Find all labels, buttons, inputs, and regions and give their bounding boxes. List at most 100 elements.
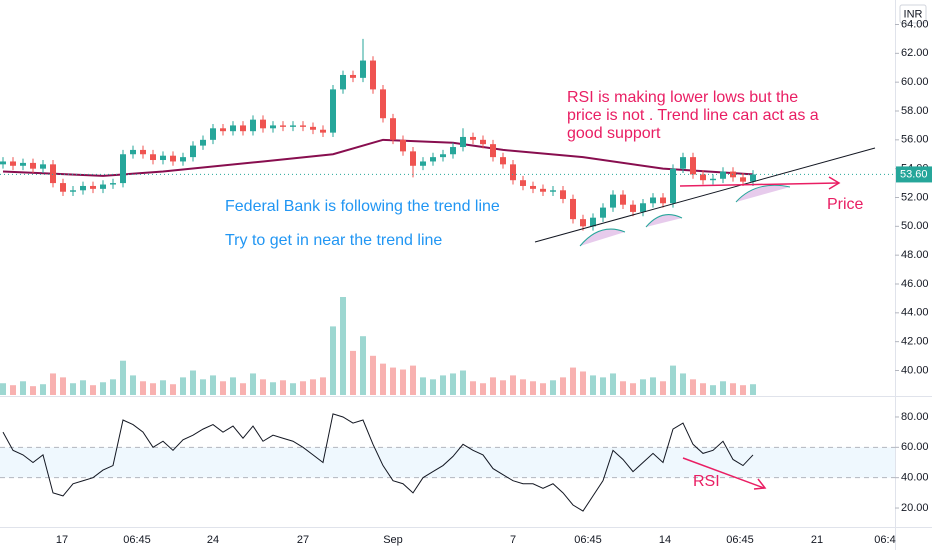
candle-body bbox=[310, 126, 316, 130]
annotation: Federal Bank is following the trend line bbox=[225, 198, 500, 215]
x-tick-label: Sep bbox=[383, 534, 403, 546]
volume-bar bbox=[620, 381, 626, 395]
volume-bar bbox=[610, 373, 616, 395]
candle-body bbox=[440, 154, 446, 158]
candle-body bbox=[210, 128, 216, 140]
volume-bar bbox=[120, 360, 126, 395]
candle-body bbox=[140, 149, 146, 155]
volume-bar bbox=[320, 377, 326, 395]
candle-body bbox=[410, 151, 416, 166]
volume-bar bbox=[100, 382, 106, 395]
candle-body bbox=[50, 164, 56, 184]
volume-bar bbox=[470, 381, 476, 395]
annotation: RSI is making lower lows but the bbox=[567, 89, 798, 106]
low-highlight bbox=[736, 185, 790, 202]
volume-bar bbox=[30, 386, 36, 395]
candle-body bbox=[560, 190, 566, 199]
volume-bar bbox=[360, 336, 366, 395]
candle-body bbox=[380, 89, 386, 119]
volume-bar bbox=[530, 381, 536, 395]
candle-body bbox=[170, 155, 176, 162]
y-tick-label: 62.00 bbox=[901, 47, 929, 59]
volume-bar bbox=[380, 363, 386, 395]
rsi-arrow-head bbox=[753, 478, 767, 490]
y-tick-label: 42.00 bbox=[901, 336, 929, 348]
volume-bar bbox=[590, 375, 596, 395]
volume-bar bbox=[650, 377, 656, 395]
volume-bar bbox=[420, 377, 426, 395]
candle-body bbox=[550, 190, 556, 192]
candle-body bbox=[160, 155, 166, 161]
candle-body bbox=[600, 207, 606, 218]
x-tick-label: 17 bbox=[56, 534, 68, 546]
candle-body bbox=[470, 136, 476, 140]
volume-bar bbox=[200, 379, 206, 395]
candle-body bbox=[460, 136, 466, 148]
rsi-tick-label: 60.00 bbox=[901, 441, 929, 453]
candle-body bbox=[390, 118, 396, 140]
volume-bar bbox=[460, 370, 466, 395]
moving-average bbox=[2, 138, 754, 177]
volume-bar bbox=[80, 380, 86, 395]
candle-body bbox=[260, 119, 266, 129]
volume-bar bbox=[220, 381, 226, 395]
candle-body bbox=[60, 183, 66, 192]
volume-bar bbox=[450, 373, 456, 395]
candle-body bbox=[620, 194, 626, 205]
x-tick-label: 06:45 bbox=[123, 534, 151, 546]
volume-bar bbox=[700, 383, 706, 395]
candle-body bbox=[450, 147, 456, 155]
volume-bar bbox=[250, 373, 256, 395]
candle-body bbox=[670, 168, 676, 204]
candle-body bbox=[320, 129, 326, 133]
volume-bar bbox=[400, 369, 406, 395]
volume-bar bbox=[660, 381, 666, 395]
x-tick-label: 7 bbox=[510, 534, 516, 546]
candle-body bbox=[500, 157, 506, 165]
volume-bar bbox=[50, 373, 56, 395]
volume-bar bbox=[40, 384, 46, 395]
candle-body bbox=[490, 144, 496, 158]
volume-bar bbox=[410, 365, 416, 395]
last-price-box bbox=[896, 166, 932, 183]
y-tick-label: 48.00 bbox=[901, 249, 929, 261]
candle-body bbox=[200, 139, 206, 146]
volume-bar bbox=[670, 365, 676, 395]
rsi-line bbox=[2, 413, 754, 512]
volume-bar bbox=[130, 375, 136, 395]
candle-body bbox=[100, 184, 106, 189]
candle-body bbox=[350, 74, 356, 78]
volume-bar bbox=[480, 383, 486, 395]
y-tick-label: 40.00 bbox=[901, 364, 929, 376]
volume-bar bbox=[390, 367, 396, 395]
y-tick-label: 64.00 bbox=[901, 18, 929, 30]
volume-bar bbox=[210, 375, 216, 395]
annotation: price is not . Trend line can act as a bbox=[567, 107, 819, 124]
volume-bar bbox=[340, 297, 346, 395]
candle-body bbox=[480, 139, 486, 145]
currency-box bbox=[899, 4, 927, 24]
candle-body bbox=[520, 180, 526, 186]
volume-bar bbox=[280, 380, 286, 395]
volume-bar bbox=[490, 377, 496, 395]
volume-bar bbox=[20, 381, 26, 395]
low-arc bbox=[735, 184, 791, 203]
candle-body bbox=[420, 161, 426, 166]
candle-body bbox=[90, 185, 96, 189]
candle-body bbox=[690, 157, 696, 175]
volume-bar bbox=[230, 377, 236, 395]
candle-body bbox=[540, 188, 546, 192]
candle-body bbox=[20, 162, 26, 166]
candle-body bbox=[30, 162, 36, 169]
volume-bar bbox=[180, 377, 186, 395]
rsi-arrow bbox=[682, 457, 765, 489]
candle-body bbox=[230, 125, 236, 132]
rsi-band bbox=[0, 447, 895, 478]
low-arc bbox=[645, 214, 683, 228]
annotation: good support bbox=[567, 125, 661, 142]
candle-body bbox=[110, 183, 116, 185]
low-arc bbox=[579, 228, 626, 247]
candle-body bbox=[150, 154, 156, 161]
candle-body bbox=[720, 171, 726, 179]
